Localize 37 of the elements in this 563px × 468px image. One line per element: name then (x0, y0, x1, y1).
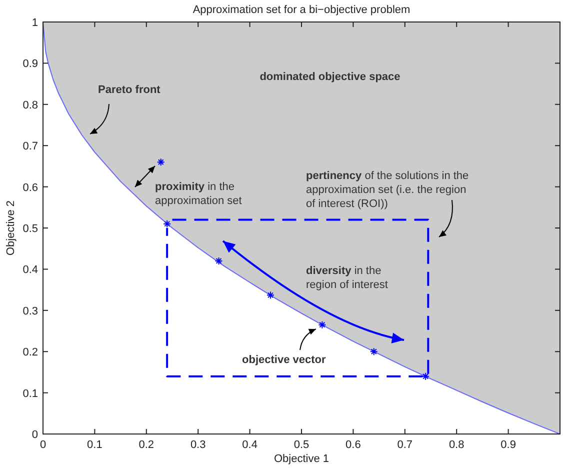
y-tick-label: 0 (32, 429, 38, 441)
x-tick-label: 0.5 (294, 439, 310, 451)
point (318, 320, 326, 329)
x-tick-label: 0.3 (190, 439, 206, 451)
annotation: Pareto front (98, 84, 161, 96)
y-tick-label: 0.6 (22, 182, 38, 194)
y-tick-label: 0.8 (22, 99, 38, 112)
point (370, 348, 378, 356)
y-tick-label: 0.9 (22, 58, 38, 70)
point (156, 158, 165, 166)
x-tick-label: 0.8 (448, 439, 464, 451)
x-tick-label: 0.9 (500, 439, 516, 451)
annotation: diversity in the region of interest (306, 265, 388, 291)
annotation: proximity in the approximation set (155, 181, 242, 207)
y-tick-label: 0.5 (22, 223, 38, 235)
y-tick-label: 0.2 (22, 346, 38, 359)
point (214, 256, 223, 265)
x-tick-label: 0.1 (87, 439, 102, 451)
y-tick-label: 0.7 (22, 140, 38, 153)
y-axis-title: Objective 2 (5, 200, 17, 256)
y-tick-label: 1 (32, 17, 38, 29)
y-tick-label: 0.3 (22, 305, 38, 318)
x-axis-title: Objective 1 (274, 453, 330, 465)
annotation: objective vector (242, 354, 326, 366)
annotation: pertinency of the solutions in the approximation set (i.e. the region of interest (ROI)) (306, 170, 469, 210)
chart-title: Approximation set for a bi−objective problem (192, 4, 410, 16)
point (163, 220, 172, 228)
x-tick-label: 0 (40, 439, 46, 451)
x-tick-label: 0.2 (138, 439, 154, 451)
point (422, 372, 430, 380)
y-tick-label: 0.1 (22, 388, 38, 400)
y-tick-label: 0.4 (22, 264, 38, 276)
x-tick-label: 0.4 (242, 439, 258, 451)
x-tick-label: 0.6 (346, 439, 361, 451)
x-tick-label: 0.7 (397, 439, 413, 451)
annotation: dominated objective space (260, 71, 400, 83)
point (266, 291, 274, 300)
